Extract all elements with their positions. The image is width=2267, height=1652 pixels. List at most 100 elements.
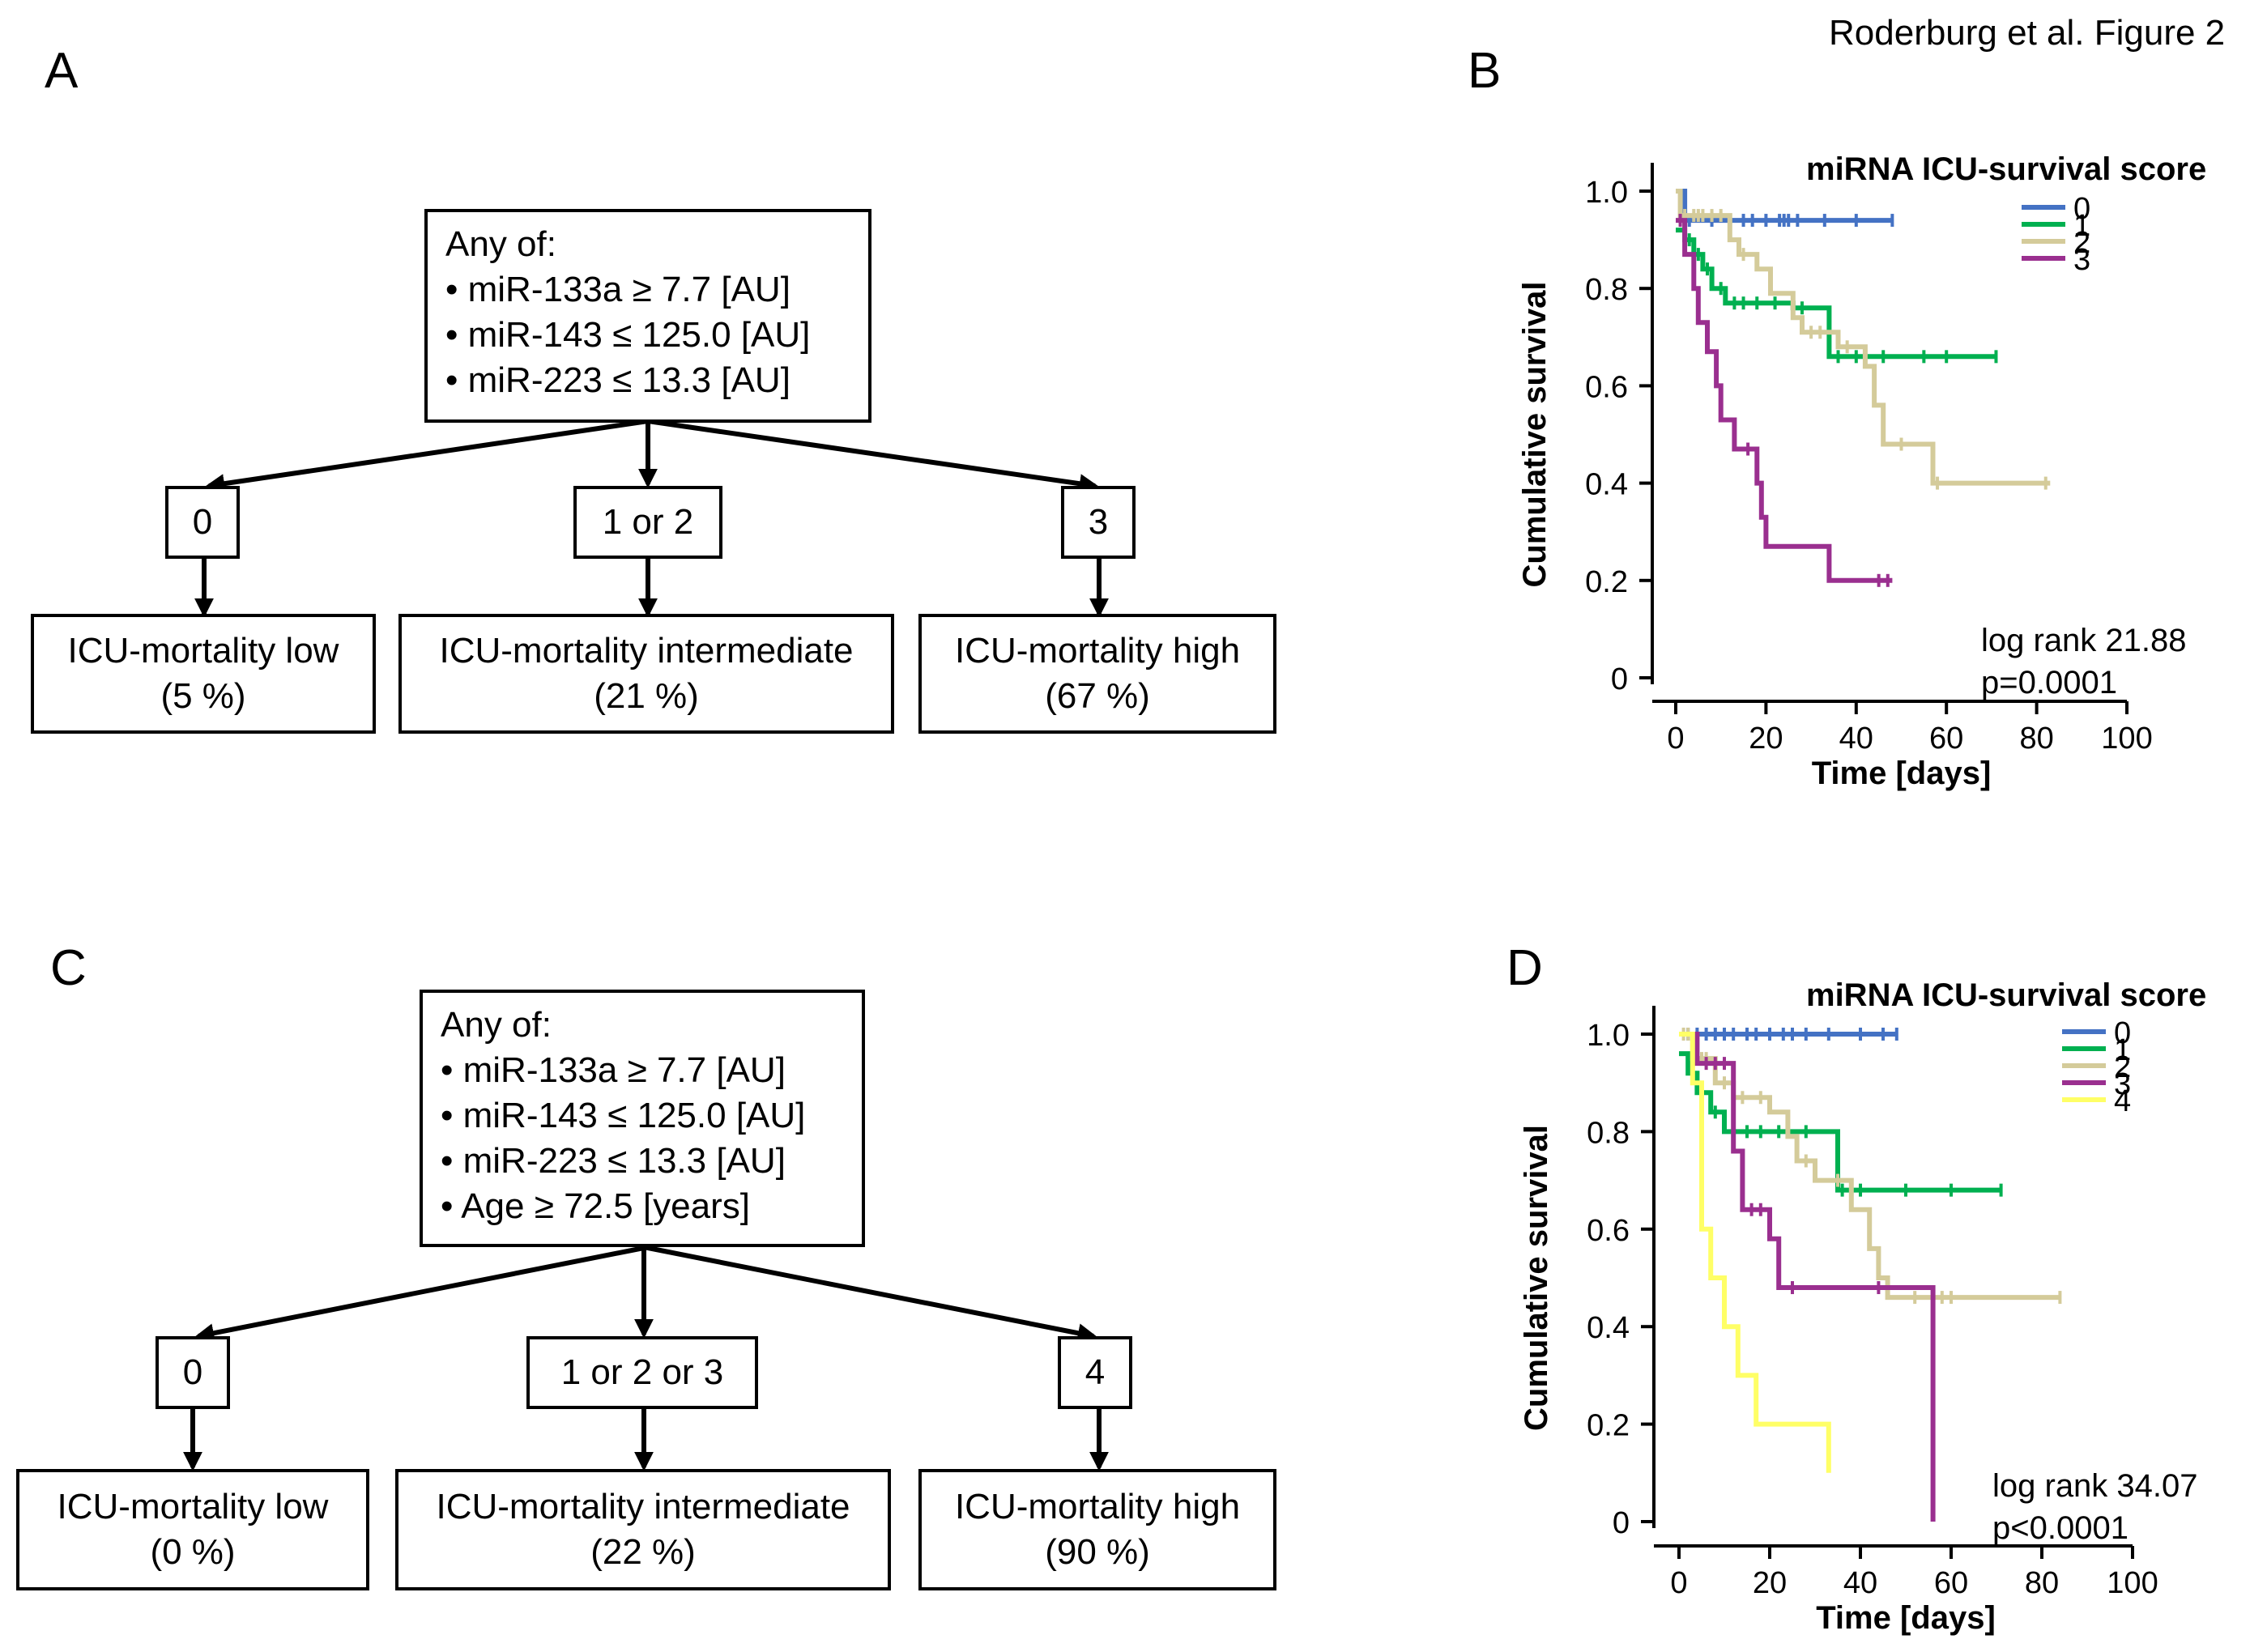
tree-c-condition-line: • miR-223 ≤ 13.3 [AU] — [441, 1141, 786, 1181]
tree-a-outcome-low: ICU-mortality low (5 %) — [31, 614, 376, 734]
tree-a-condition-line: • miR-143 ≤ 125.0 [AU] — [445, 315, 811, 355]
panel-letter-d: D — [1506, 940, 1543, 996]
x-tick-label: 20 — [1753, 1566, 1787, 1600]
legend-label-1: 1 — [2073, 209, 2090, 243]
y-tick-label: 0.6 — [1587, 1214, 1630, 1248]
x-tick-label: 0 — [1670, 1566, 1687, 1600]
tree-c-outcome-low: ICU-mortality low (0 %) — [16, 1469, 369, 1590]
x-tick-label: 100 — [2101, 722, 2152, 756]
y-tick-label: 0.8 — [1587, 1116, 1630, 1150]
x-tick-label: 100 — [2107, 1566, 2158, 1600]
panel-letter-a: A — [45, 43, 79, 99]
y-tick-label: 0.2 — [1585, 565, 1628, 599]
legend-title: miRNA ICU-survival score — [1806, 977, 2206, 1013]
x-tick-label: 0 — [1667, 722, 1684, 756]
legend-label-1: 1 — [2114, 1033, 2131, 1067]
tree-c-condition-line: • Age ≥ 72.5 [years] — [441, 1186, 750, 1226]
y-tick-label: 0 — [1611, 662, 1628, 696]
survival-curve-1 — [1679, 1051, 2001, 1193]
group-label: 3 — [1088, 502, 1109, 542]
x-tick-label: 80 — [2025, 1566, 2059, 1600]
tree-a-group-0: 0 — [165, 486, 240, 559]
tree-c-condition-line: Any of: — [441, 1005, 552, 1045]
tree-c-condition-line: • miR-133a ≥ 7.7 [AU] — [441, 1050, 786, 1090]
x-tick-label: 20 — [1749, 722, 1783, 756]
y-tick-label: 0.6 — [1585, 370, 1628, 404]
outcome-pct: (0 %) — [150, 1532, 236, 1572]
outcome-pct: (21 %) — [594, 676, 699, 716]
legend-label-0: 0 — [2114, 1016, 2131, 1050]
survival-curve-2 — [1679, 1032, 2060, 1301]
group-label: 0 — [182, 1352, 203, 1392]
series-1 — [1679, 1051, 2003, 1197]
tree-a-condition-line: • miR-133a ≥ 7.7 [AU] — [445, 270, 790, 309]
y-tick-label: 0.2 — [1587, 1409, 1630, 1443]
tree-c-group-2: 4 — [1058, 1336, 1132, 1409]
outcome-pct: (67 %) — [1045, 676, 1150, 716]
series-3 — [1676, 214, 1893, 587]
group-label: 1 or 2 or 3 — [560, 1352, 724, 1392]
tree-a-group-1: 1 or 2 — [573, 486, 722, 559]
x-tick-label: 80 — [2019, 722, 2053, 756]
x-tick-label: 60 — [1929, 722, 1963, 756]
legend-label-3: 3 — [2073, 243, 2090, 277]
legend-label-3: 3 — [2114, 1067, 2131, 1101]
series-1 — [1676, 228, 1998, 364]
outcome-pct: (90 %) — [1045, 1532, 1150, 1572]
y-tick-label: 0.4 — [1587, 1311, 1630, 1345]
figure-label: Roderburg et al. Figure 2 — [1829, 13, 2226, 53]
survival-curve-4 — [1679, 1032, 1831, 1473]
log-rank-stat: log rank 21.88 — [1981, 623, 2187, 658]
y-tick-label: 0.8 — [1585, 273, 1628, 307]
legend-label-4: 4 — [2114, 1084, 2131, 1118]
tree-c-outcome-high: ICU-mortality high (90 %) — [918, 1469, 1276, 1590]
series-3 — [1679, 1032, 1936, 1522]
outcome-label: ICU-mortality low — [67, 631, 339, 671]
legend-title: miRNA ICU-survival score — [1806, 151, 2206, 187]
tree-a-condition-line: Any of: — [445, 224, 556, 264]
x-axis-label: Time [days] — [1812, 756, 1992, 791]
series-0 — [1679, 1028, 1898, 1041]
y-tick-label: 0 — [1613, 1506, 1630, 1540]
legend-label-0: 0 — [2073, 192, 2090, 226]
series-2 — [1679, 1028, 2062, 1305]
legend-label-2: 2 — [2073, 226, 2090, 260]
outcome-pct: (5 %) — [160, 676, 246, 716]
outcome-label: ICU-mortality intermediate — [439, 631, 854, 671]
outcome-pct: (22 %) — [590, 1532, 696, 1572]
tree-c-group-1: 1 or 2 or 3 — [526, 1336, 758, 1409]
outcome-label: ICU-mortality intermediate — [436, 1487, 850, 1526]
tree-c-condition-box: Any of: • miR-133a ≥ 7.7 [AU] • miR-143 … — [420, 990, 865, 1247]
group-label: 0 — [192, 502, 213, 542]
y-tick-label: 0.4 — [1585, 468, 1628, 502]
tree-c-group-0: 0 — [156, 1336, 230, 1409]
outcome-label: ICU-mortality high — [954, 631, 1241, 671]
tree-c-condition-line: • miR-143 ≤ 125.0 [AU] — [441, 1096, 806, 1135]
x-tick-label: 60 — [1934, 1566, 1968, 1600]
x-axis-label: Time [days] — [1816, 1600, 1996, 1636]
x-tick-label: 40 — [1839, 722, 1873, 756]
group-label: 4 — [1084, 1352, 1106, 1392]
tree-c-outcome-intermediate: ICU-mortality intermediate (22 %) — [395, 1469, 891, 1590]
survival-curve-3 — [1676, 218, 1893, 583]
tree-a-group-2: 3 — [1061, 486, 1136, 559]
panel-letter-b: B — [1468, 43, 1502, 99]
y-axis-label: Cumulative survival — [1519, 1125, 1554, 1431]
tree-a-outcome-intermediate: ICU-mortality intermediate (21 %) — [398, 614, 894, 734]
tree-a-condition-line: • miR-223 ≤ 13.3 [AU] — [445, 360, 790, 400]
panel-letter-c: C — [50, 940, 87, 996]
legend-label-2: 2 — [2114, 1050, 2131, 1084]
y-tick-label: 1.0 — [1587, 1019, 1630, 1053]
tree-a-outcome-high: ICU-mortality high (67 %) — [918, 614, 1276, 734]
outcome-label: ICU-mortality high — [954, 1487, 1241, 1526]
outcome-label: ICU-mortality low — [57, 1487, 329, 1526]
group-label: 1 or 2 — [602, 502, 694, 542]
survival-curve-2 — [1676, 189, 2051, 486]
x-tick-label: 40 — [1843, 1566, 1877, 1600]
y-axis-label: Cumulative survival — [1517, 282, 1553, 588]
survival-curve-3 — [1679, 1032, 1936, 1522]
series-4 — [1679, 1032, 1831, 1473]
